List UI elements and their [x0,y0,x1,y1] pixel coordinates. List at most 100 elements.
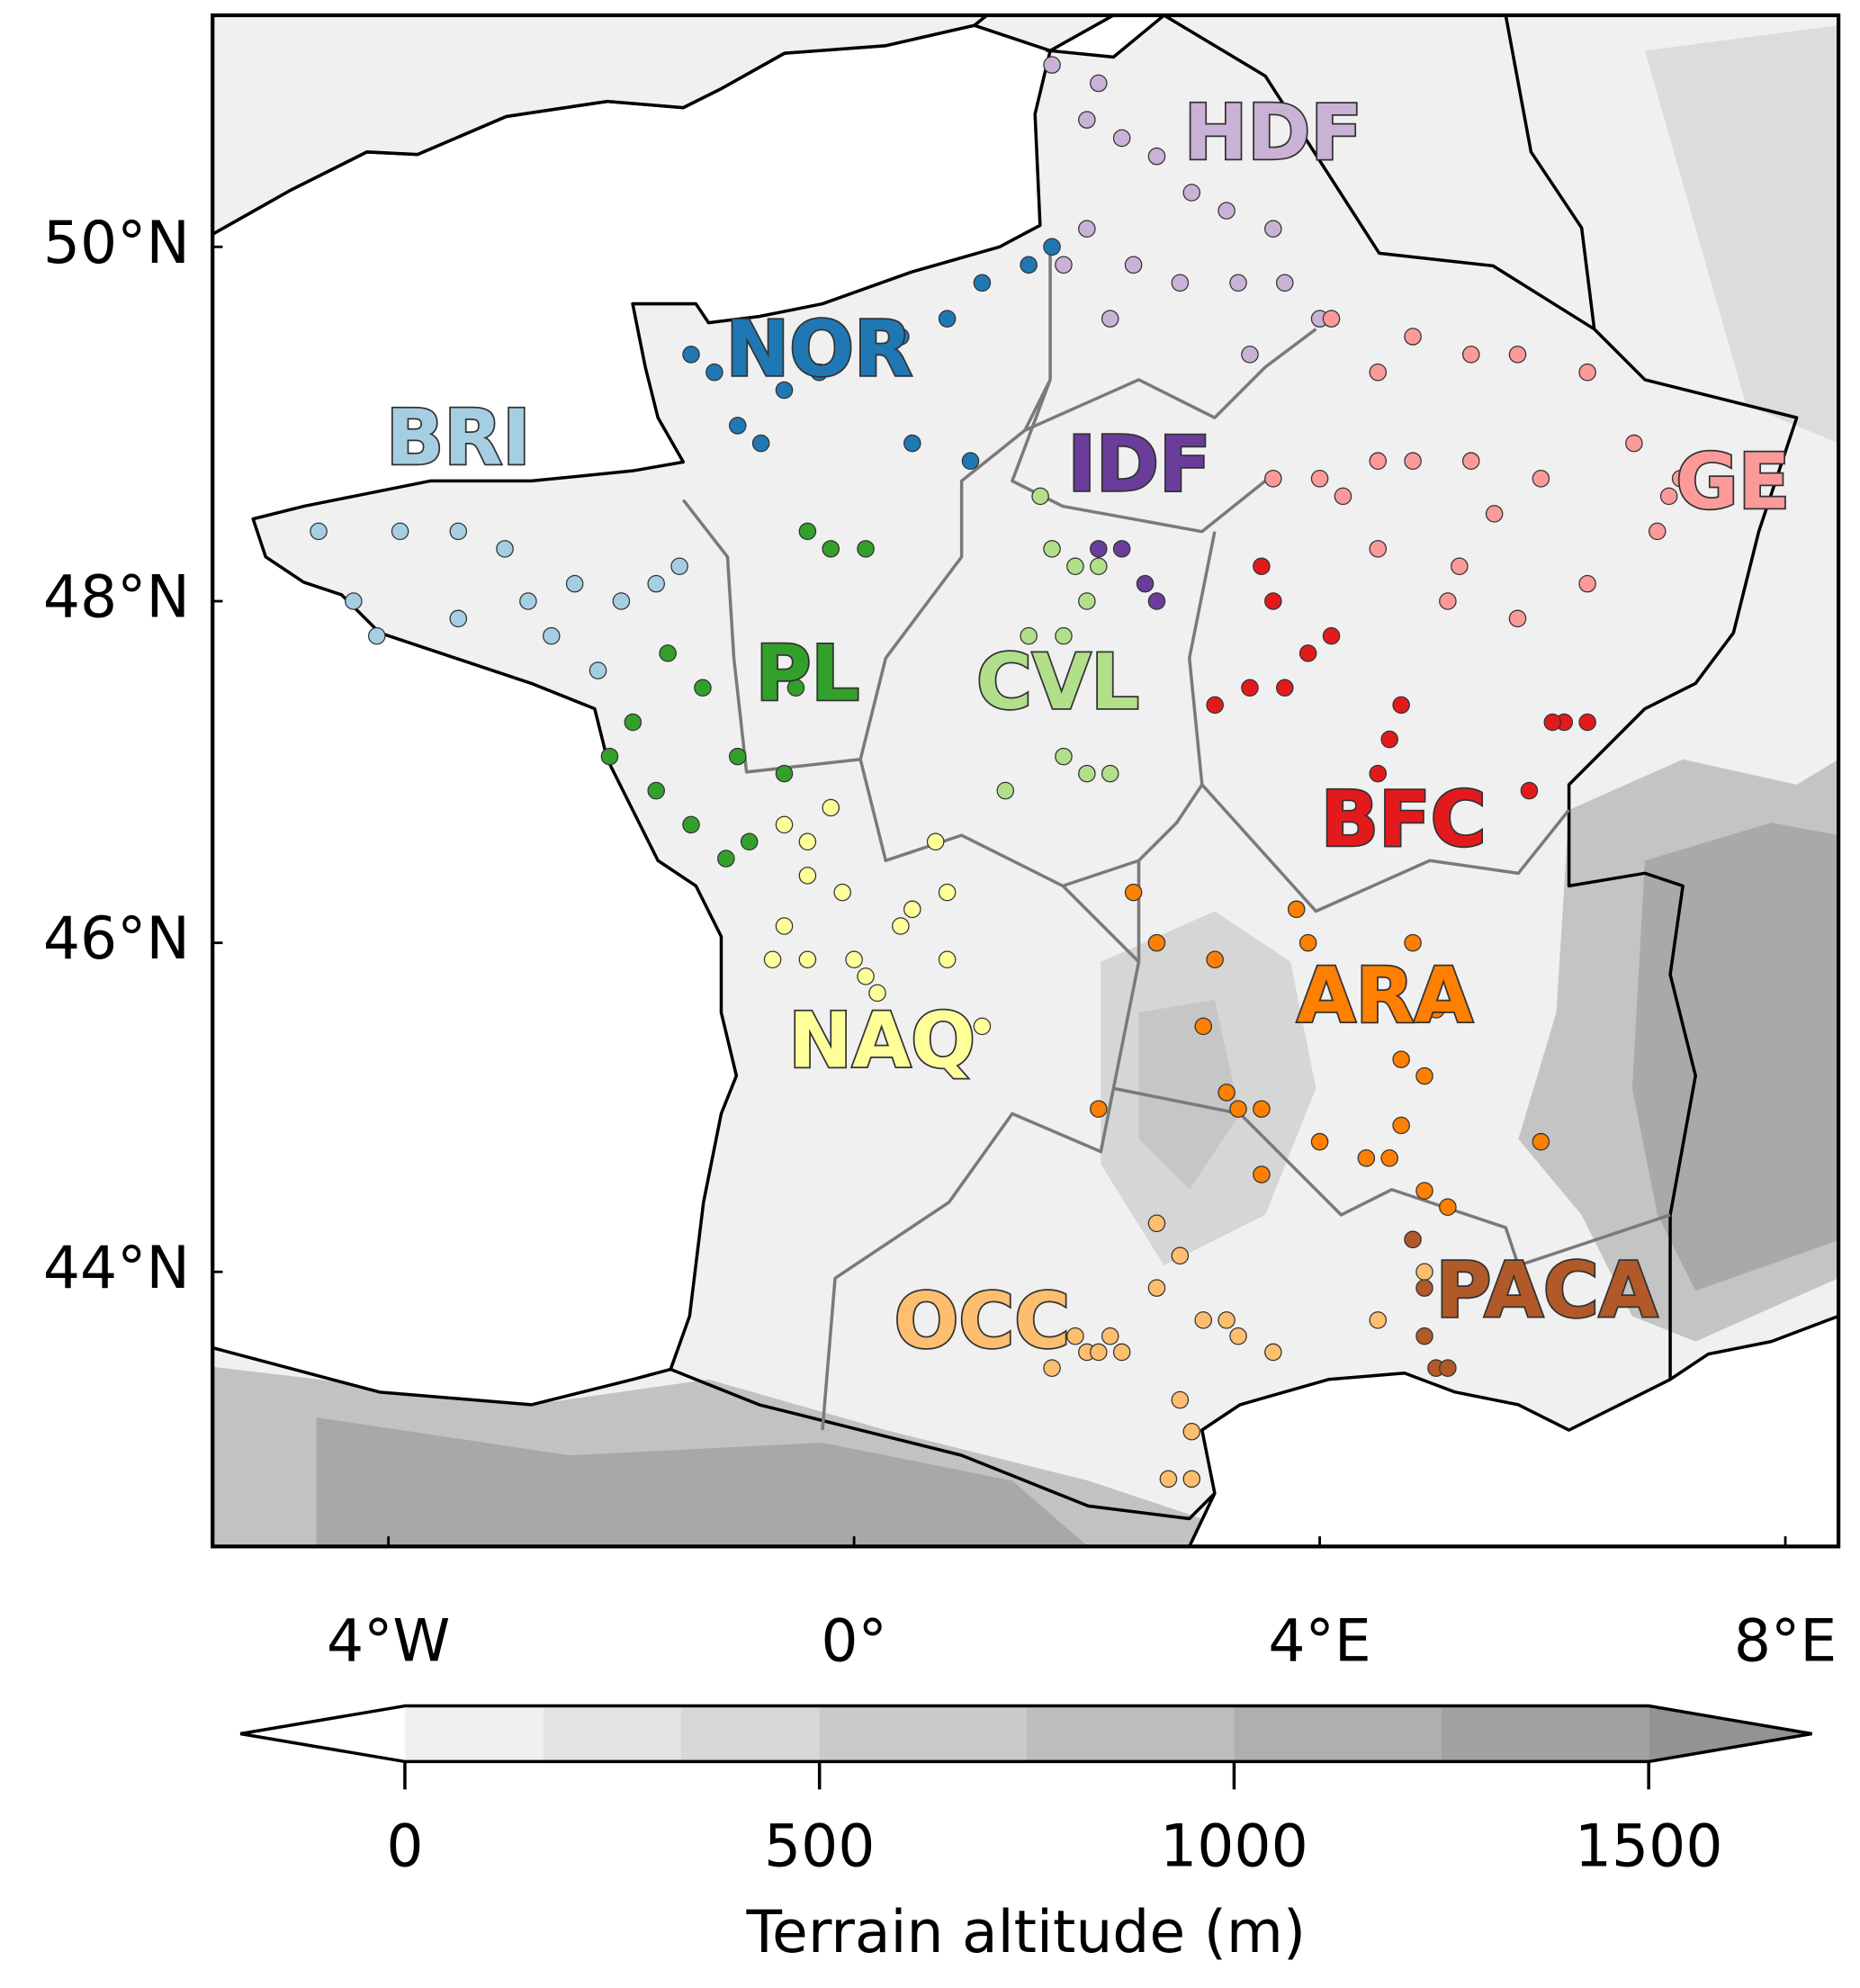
station [1124,883,1143,902]
station [1264,470,1282,488]
station [1112,540,1131,558]
station [1147,147,1166,166]
station [1159,1470,1178,1489]
station [1253,1100,1271,1118]
station [728,747,747,766]
station [1206,696,1224,715]
station [1171,274,1190,292]
station [1078,220,1096,238]
lat-tick-label: 44°N [43,1235,190,1302]
station [1136,574,1155,593]
region-label: BFC [1321,775,1487,863]
station [1392,696,1410,715]
region-label: NOR [726,305,912,393]
station [775,815,794,834]
station [1112,129,1131,148]
station [1147,592,1166,610]
station [1229,274,1247,292]
station [1171,1246,1190,1265]
station [1578,363,1596,382]
region-label: PACA [1436,1246,1658,1335]
station [1090,74,1108,93]
station [647,574,665,593]
station [1229,1327,1247,1345]
station [1206,950,1224,969]
station [496,540,514,558]
station [903,434,921,453]
station [1625,434,1643,453]
station [1427,1001,1445,1019]
station [1485,505,1504,523]
station [798,867,817,885]
station [973,274,992,292]
region-label: GE [1676,438,1790,526]
colorbar-segment [1027,1705,1236,1762]
station [1369,764,1388,783]
station [1369,540,1388,558]
station [1369,452,1388,470]
station [1532,470,1550,488]
region-label: IDF [1068,420,1211,508]
colorbar-segment [819,1705,1028,1762]
station [1415,1327,1433,1345]
station [1439,1198,1457,1217]
station [1020,256,1038,274]
station [1298,933,1317,952]
lon-tick-label: 4°W [327,1608,450,1676]
station [345,592,363,610]
station [1276,679,1294,697]
station [1078,111,1096,129]
station [763,950,782,969]
station [1241,346,1259,364]
lon-tick-label: 8°E [1734,1608,1837,1676]
station [740,832,759,851]
station [1090,1100,1108,1118]
station [798,950,817,969]
station [728,417,747,435]
station [694,679,712,697]
station [1659,487,1678,506]
colorbar-tick-label: 0 [386,1813,423,1880]
station [1124,256,1143,274]
station [1043,238,1061,256]
station [705,363,723,382]
station [543,626,561,645]
region-label: NAQ [788,996,975,1084]
station [1101,1327,1119,1345]
station [1055,256,1073,274]
station [1194,1017,1212,1036]
stations [310,56,1690,1489]
station [565,574,584,593]
station [996,781,1015,800]
station [1404,328,1422,346]
station [1578,713,1596,732]
station [938,883,957,902]
station [1218,1084,1236,1102]
region-label: OCC [894,1277,1071,1365]
station [1241,679,1259,697]
station [600,747,619,766]
station [1369,363,1388,382]
station [1415,1182,1433,1200]
lon-tick-label: 0° [821,1608,886,1676]
station [845,950,863,969]
station [1182,1423,1201,1441]
station [647,781,665,800]
station [786,679,805,697]
station [1066,1327,1084,1345]
station [1322,310,1341,328]
region-label: PL [756,630,860,718]
colorbar-under [240,1705,405,1762]
region-label: HDF [1184,88,1362,176]
station [1276,274,1294,292]
map-frame [211,13,1841,1549]
station [391,522,409,541]
station [1043,56,1061,74]
station [449,609,468,628]
station [717,850,735,868]
station [1101,764,1119,783]
region-label: CVL [976,638,1139,726]
station [612,592,631,610]
station [1264,220,1282,238]
